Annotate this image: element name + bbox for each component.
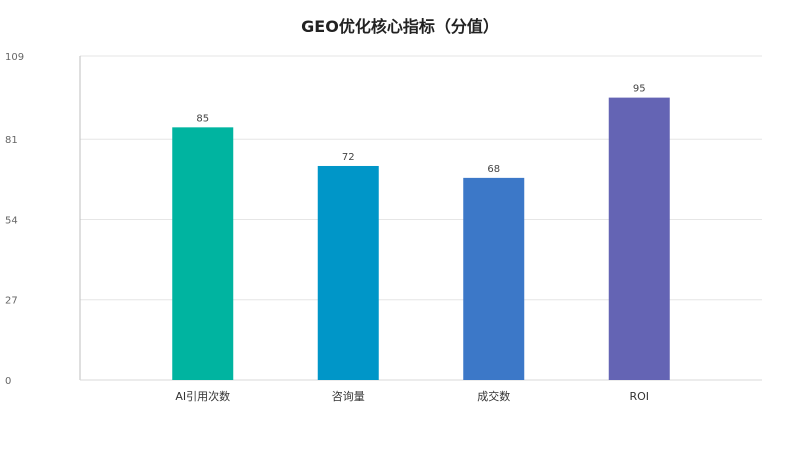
- x-tick-label: 咨询量: [332, 389, 365, 403]
- y-tick-label: 109: [5, 52, 24, 63]
- y-tick-label: 0: [5, 376, 11, 387]
- data-label: 72: [342, 152, 355, 163]
- data-label: 85: [196, 113, 209, 124]
- bar: [463, 177, 525, 380]
- x-tick-label: AI引用次数: [175, 389, 230, 403]
- y-tick-label: 81: [5, 135, 18, 146]
- data-label: 95: [633, 84, 646, 95]
- y-tick-label: 54: [5, 215, 18, 226]
- y-tick-label: 27: [5, 296, 18, 307]
- data-label: 68: [487, 164, 500, 175]
- x-tick-label: ROI: [629, 390, 649, 403]
- x-tick-label: 成交数: [477, 389, 510, 403]
- data-labels: 85 72 68 95: [196, 84, 645, 175]
- y-axis: 0 27 54 81 109: [5, 52, 81, 387]
- bar: [608, 97, 670, 380]
- bar: [317, 165, 379, 380]
- bars: [172, 97, 670, 380]
- bar: [172, 127, 234, 380]
- chart-title: GEO优化核心指标（分值）: [301, 17, 499, 36]
- x-axis: AI引用次数 咨询量 成交数 ROI: [80, 379, 762, 403]
